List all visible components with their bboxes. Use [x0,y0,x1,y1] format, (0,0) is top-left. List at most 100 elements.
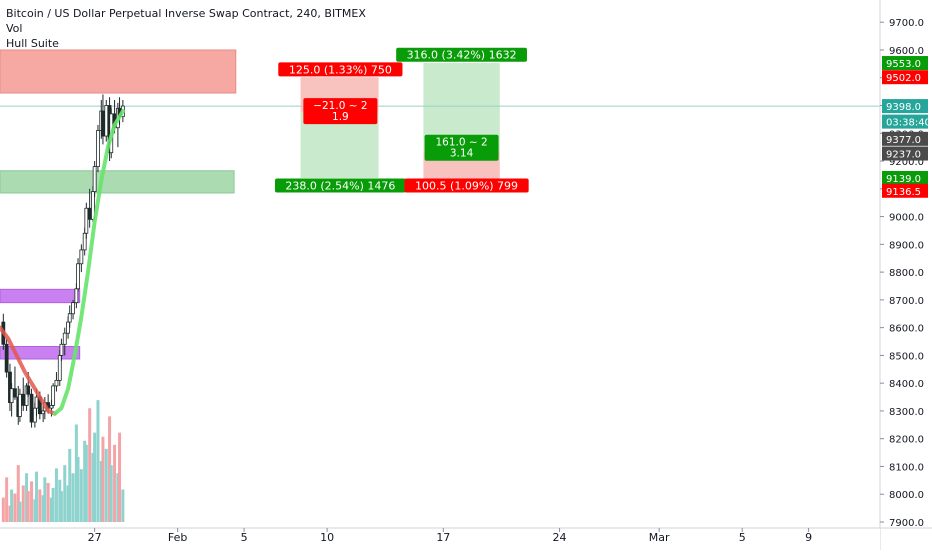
volume-bar [5,477,9,522]
position-label-bg [278,62,403,77]
volume-bar [30,481,34,522]
volume-bar [121,489,125,522]
risk-reward-label-line: 3.14 [450,148,474,160]
price-badge-text: 03:38:40 [886,118,931,129]
position-label: 238.0 (2.54%) 1476 [274,178,406,193]
candle-body [76,263,80,290]
time-tick-label: 5 [241,531,248,544]
price-badge-text: 9377.0 [886,135,921,146]
position-label: 316.0 (3.42%) 1632 [396,47,527,62]
candle-body [9,388,14,404]
volume-bar [113,444,117,522]
volume-bar [59,491,63,522]
price-badge-bg [882,183,928,198]
price-badge: 9139.0 [882,170,928,185]
indicator-vol-label[interactable]: Vol [6,22,23,35]
price-badge-text: 9398.0 [886,102,921,113]
time-tick-label: 27 [88,531,102,544]
price-badge-text: 9553.0 [886,59,921,70]
volume-bar [118,432,122,522]
price-tick-label: 8400.0 [889,379,924,390]
time-tick-label: 9 [805,531,812,544]
price-tick-label: 9700.0 [889,18,924,29]
candle-body [41,410,46,415]
price-badge-bg [882,114,928,129]
volume-bar [79,469,83,522]
volume-bar [1,497,5,522]
risk-reward-label-bg [303,98,378,125]
zone-rect-purple-2 [0,288,81,304]
candle-body [32,407,37,423]
candle-body [74,288,79,304]
position-label-text: 125.0 (1.33%) 750 [289,63,392,76]
position-label-text: 316.0 (3.42%) 1632 [407,49,517,62]
position-label: 100.5 (1.09%) 799 [404,178,529,193]
risk-reward-label-bg [424,134,499,161]
candle-body [29,393,34,423]
candle-body [96,130,100,167]
price-badge-text: 9136.5 [886,187,921,198]
hull-suite-line-up [52,109,125,416]
zone-rect-red-0 [0,49,237,94]
zone-rect-green-1 [0,170,235,194]
price-tick-label: 9200.0 [889,157,924,168]
volume-bar [93,432,97,522]
indicator-hull-suite-label[interactable]: Hull Suite [6,37,59,50]
price-tick-label: 9000.0 [889,213,924,224]
candle-body [21,393,26,406]
volume-bar [26,491,30,522]
volume-bar [46,483,50,522]
candle-body [62,332,67,345]
volume-bar [38,489,42,522]
candle-body [51,385,56,406]
candle-body [13,388,17,398]
position-label-text: 238.0 (2.54%) 1476 [285,179,395,192]
price-badge-text: 9139.0 [886,174,921,185]
price-badge-text: 9502.0 [886,73,921,84]
time-axis-bg [0,528,880,550]
price-badge: 9398.0 [882,99,928,114]
chart-title: Bitcoin / US Dollar Perpetual Inverse Sw… [6,7,366,20]
volume-bar [8,505,12,522]
position-label: 125.0 (1.33%) 750 [278,62,403,77]
volume-bar [58,479,62,522]
hull-suite-line-down [0,325,57,416]
price-badge: 03:38:40 [882,114,931,129]
volume-bar [84,444,88,522]
time-tick-label: Feb [168,531,187,544]
time-tick-label: Mar [649,531,670,544]
candle-body [92,166,97,192]
time-tick-label: 24 [553,531,567,544]
candle-body [34,396,39,409]
time-tick-label: 10 [320,531,334,544]
price-tick-label: 8200.0 [889,435,924,446]
position-label-bg [404,178,529,193]
volume-bar [83,440,87,522]
price-tick-label: 9600.0 [889,46,924,57]
candle-body [71,302,75,315]
volume-bar [101,436,105,522]
candle-body [82,232,87,251]
volume-bar [88,408,92,522]
volume-bar [96,400,100,522]
position-label-bg [396,47,527,62]
price-badge-bg [882,70,928,85]
volume-bar [104,448,108,522]
volume-bar [10,489,14,522]
candle-body [67,313,72,323]
price-tick-label: 8100.0 [889,462,924,473]
volume-bar [13,493,17,522]
price-badge: 9502.0 [882,70,928,85]
price-tick-label: 8800.0 [889,268,924,279]
candle-body [66,321,70,334]
price-badge: 9377.0 [882,131,928,146]
volume-bar [76,457,80,522]
price-badge: 9553.0 [882,56,928,71]
price-badge-bg [882,56,928,71]
candle-body [59,343,64,356]
candle-body [18,393,22,417]
price-tick-label: 8600.0 [889,324,924,335]
candle-body [84,207,89,234]
